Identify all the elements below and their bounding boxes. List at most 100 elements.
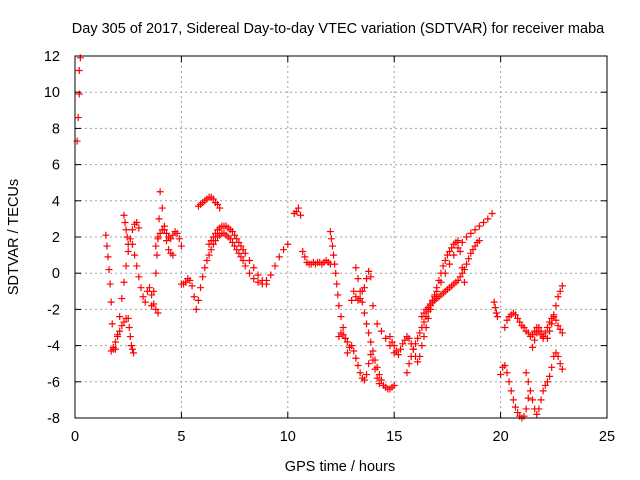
data-point (226, 235, 234, 243)
data-point (152, 269, 160, 277)
data-point (414, 334, 422, 342)
data-point (397, 345, 405, 353)
data-point (558, 282, 566, 290)
data-point (377, 327, 385, 335)
data-point (130, 349, 138, 357)
data-point (367, 351, 375, 359)
data-point (331, 260, 339, 268)
y-tick-label: 0 (52, 266, 60, 282)
data-point (552, 316, 560, 324)
data-point (76, 54, 84, 62)
data-point (460, 266, 468, 274)
series-arc_5b (335, 329, 354, 351)
data-point (182, 278, 190, 286)
data-point (467, 249, 475, 257)
data-point (356, 295, 364, 303)
data-point (469, 246, 477, 254)
data-point (352, 293, 360, 301)
data-point (341, 334, 349, 342)
data-point (463, 233, 471, 241)
data-point (554, 322, 562, 330)
data-point (367, 273, 375, 281)
data-point (301, 253, 309, 261)
data-point (135, 224, 143, 232)
data-point (541, 381, 549, 389)
data-point (503, 316, 511, 324)
series-arc_1d (124, 314, 138, 357)
data-point (228, 238, 236, 246)
data-point (250, 264, 258, 272)
data-point (332, 269, 340, 277)
data-point (394, 351, 402, 359)
data-point (169, 251, 177, 259)
data-point (377, 376, 385, 384)
data-point (373, 374, 381, 382)
data-point (503, 369, 511, 377)
data-point (163, 229, 171, 237)
data-point (239, 257, 247, 265)
data-point (350, 347, 358, 355)
data-point (407, 352, 415, 360)
series-arc_3 (177, 229, 292, 313)
data-point (297, 211, 305, 219)
data-point (354, 275, 362, 283)
data-point (156, 188, 164, 196)
data-point (107, 298, 115, 306)
data-point (558, 365, 566, 373)
x-tick-label: 25 (599, 429, 615, 445)
data-point (275, 253, 283, 261)
data-point (75, 66, 83, 74)
data-point (145, 284, 153, 292)
data-point (356, 369, 364, 377)
data-point (75, 90, 83, 98)
data-point (263, 280, 271, 288)
data-point (231, 242, 239, 250)
chart-title: Day 305 of 2017, Sidereal Day-to-day VTE… (72, 21, 605, 37)
data-point (209, 233, 217, 241)
data-point (548, 363, 556, 371)
data-point (214, 200, 222, 208)
data-point (131, 251, 139, 259)
data-point (126, 333, 134, 341)
data-point (163, 237, 171, 245)
data-point (511, 403, 519, 411)
data-point (194, 296, 202, 304)
data-point (103, 242, 111, 250)
data-point (382, 334, 390, 342)
data-point (233, 235, 241, 243)
series-arc_4 (290, 204, 334, 268)
data-point (399, 340, 407, 348)
data-point (484, 215, 492, 223)
data-point (448, 244, 456, 252)
data-point (497, 371, 505, 379)
data-point (133, 219, 141, 227)
data-point (556, 287, 564, 295)
data-point (369, 347, 377, 355)
data-point (475, 222, 483, 230)
series-arc_3c (194, 193, 224, 212)
data-point (124, 247, 132, 255)
data-point (409, 345, 417, 353)
data-point (539, 387, 547, 395)
series-arc_7d (522, 349, 566, 418)
data-layer (73, 54, 566, 422)
data-point (280, 246, 288, 254)
x-tick-label: 5 (177, 429, 185, 445)
data-point (245, 269, 253, 277)
data-point (522, 369, 530, 377)
data-point (360, 376, 368, 384)
data-point (337, 313, 345, 321)
data-point (150, 287, 158, 295)
data-point (148, 302, 156, 310)
data-point (152, 305, 160, 313)
data-point (271, 262, 279, 270)
data-point (148, 291, 156, 299)
data-point (554, 293, 562, 301)
data-point (114, 331, 122, 339)
data-point (524, 329, 532, 337)
data-point (416, 352, 424, 360)
data-point (155, 215, 163, 223)
data-point (386, 333, 394, 341)
data-point (420, 318, 428, 326)
data-point (169, 231, 177, 239)
